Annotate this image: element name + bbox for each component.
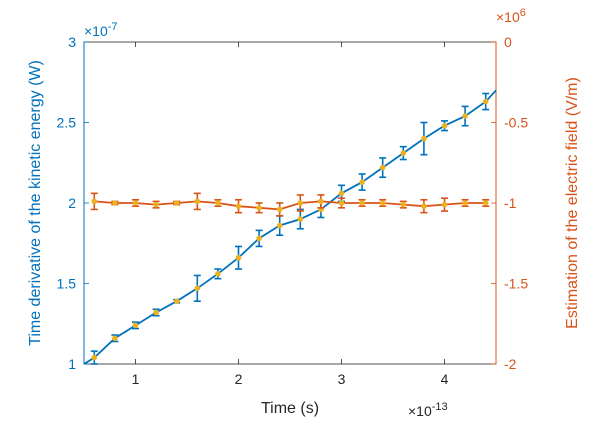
right-y-tick-label: -1 [504, 195, 517, 211]
kinetic-energy-data-point [276, 222, 283, 229]
right-y-axis-exponent: ×106 [496, 7, 526, 25]
electric-field-data-point [318, 198, 324, 205]
x-axis-exponent-power: -13 [432, 401, 448, 413]
kinetic-energy-data-point [338, 190, 345, 197]
left-y-tick-label: 2 [68, 195, 76, 211]
kinetic-energy-data-point [173, 298, 180, 305]
right-y-tick-label: -0.5 [504, 115, 528, 131]
electric-field-data-point [173, 200, 180, 206]
kinetic-energy-data-point [194, 285, 201, 292]
electric-field-data-point [400, 201, 407, 208]
kinetic-energy-data-point [421, 135, 427, 142]
left-y-tick-label: 3 [68, 34, 76, 50]
x-tick-label: 2 [235, 371, 243, 387]
left-y-axis-ticks: 1 1.5 2 2.5 3 [57, 34, 89, 372]
electric-field-data-point [91, 198, 98, 205]
electric-field-data-point [194, 198, 201, 205]
kinetic-energy-data-point [112, 335, 118, 342]
left-y-axis-exponent-base: ×10 [84, 23, 108, 39]
left-y-axis-label: Time derivative of the kinetic energy (W… [27, 60, 44, 346]
left-y-tick-label: 1 [68, 356, 76, 372]
kinetic-energy-data-point [441, 122, 448, 129]
kinetic-energy-data-point [132, 322, 139, 329]
series-layer [83, 89, 497, 365]
electric-field-data-point [235, 203, 242, 210]
x-tick-label: 3 [338, 371, 346, 387]
electric-field-data-point [215, 200, 221, 206]
kinetic-energy-data-point [91, 354, 98, 361]
x-axis-exponent: ×10-13 [408, 401, 448, 419]
electric-field-data-point [276, 206, 283, 213]
kinetic-energy-data-point [359, 179, 365, 185]
electric-field-data-point [256, 205, 262, 211]
electric-field-data-point [112, 200, 118, 206]
electric-field-data-point [297, 200, 304, 206]
x-tick-label: 1 [132, 371, 140, 387]
right-y-axis-label: Estimation of the electric field (V/m) [564, 77, 581, 329]
kinetic-energy-data-point [462, 113, 468, 119]
left-y-axis-exponent: ×10-7 [84, 21, 118, 39]
electric-field-data-point [132, 200, 139, 206]
left-y-axis-exponent-power: -7 [108, 21, 118, 33]
right-y-axis-exponent-base: ×10 [496, 9, 520, 25]
x-axis-label: Time (s) [261, 400, 319, 417]
kinetic-energy-series-line [83, 89, 497, 365]
right-y-tick-label: 0 [504, 34, 512, 50]
kinetic-energy-data-point [400, 150, 407, 156]
electric-field-data-point [421, 203, 427, 210]
left-y-tick-label: 1.5 [57, 276, 77, 292]
electric-field-series-line [94, 200, 486, 211]
electric-field-data-point [482, 200, 489, 206]
electric-field-data-point [379, 200, 386, 206]
left-y-tick-label: 2.5 [57, 115, 77, 131]
electric-field-data-point [441, 201, 448, 208]
kinetic-energy-data-point [482, 98, 489, 105]
kinetic-energy-data-point [215, 271, 221, 277]
right-y-axis-exponent-power: 6 [520, 7, 526, 19]
right-y-axis-ticks: 0 -0.5 -1 -1.5 -2 [491, 34, 528, 372]
electric-field-data-point [338, 200, 345, 206]
electric-field-data-point [359, 200, 365, 206]
kinetic-energy-data-point [379, 164, 386, 171]
right-y-tick-label: -1.5 [504, 276, 528, 292]
electric-field-data-point [462, 200, 468, 206]
plot-area [83, 41, 497, 365]
x-axis-exponent-base: ×10 [408, 403, 432, 419]
kinetic-energy-data-point [153, 309, 159, 316]
kinetic-energy-data-point [256, 235, 262, 242]
electric-field-data-point [153, 201, 159, 208]
x-axis-ticks: 1 2 3 4 [132, 42, 449, 387]
right-y-tick-label: -2 [504, 356, 517, 372]
kinetic-energy-data-point [235, 254, 242, 261]
kinetic-energy-data-point [297, 216, 304, 222]
x-tick-label: 4 [441, 371, 449, 387]
